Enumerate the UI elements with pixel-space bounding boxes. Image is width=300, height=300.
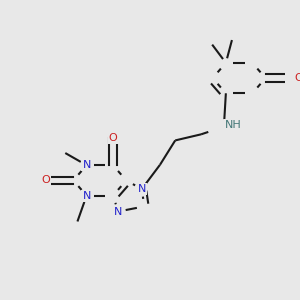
Text: N: N: [138, 184, 146, 194]
Text: N: N: [82, 190, 91, 201]
Text: N: N: [114, 206, 122, 217]
Text: N: N: [82, 160, 91, 170]
Text: O: O: [109, 133, 117, 143]
Text: O: O: [295, 73, 300, 83]
Text: NH: NH: [225, 120, 242, 130]
Text: O: O: [42, 176, 50, 185]
